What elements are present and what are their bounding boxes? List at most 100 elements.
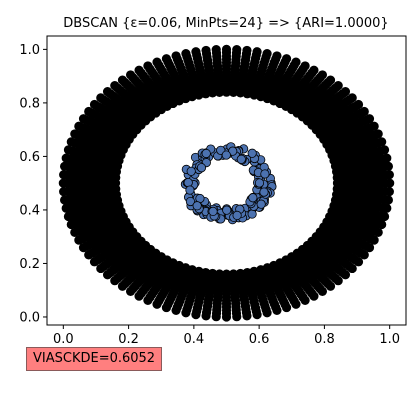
outer-ring-point	[232, 312, 242, 322]
outer-ring-point	[272, 305, 282, 316]
inner-ring-point	[186, 166, 196, 176]
outer-ring-point	[309, 291, 319, 301]
inner-ring-point	[259, 187, 269, 197]
outer-ring-point	[125, 286, 136, 297]
viasckde-score-badge: VIASCKDE=0.6052	[26, 347, 163, 371]
outer-ring-point	[58, 178, 68, 188]
x-tick-label: 1.0	[379, 332, 400, 347]
outer-ring-point	[117, 75, 128, 85]
inner-ring-point	[183, 177, 193, 188]
outer-ring-point	[347, 93, 357, 103]
scatter-points	[58, 44, 395, 322]
outer-ring-point	[74, 121, 84, 131]
y-tick-label: 0.8	[19, 96, 40, 111]
outer-ring-point	[70, 227, 80, 238]
x-tick-label: 0.6	[249, 332, 270, 347]
y-tick-label: 0.2	[19, 257, 40, 272]
outer-ring-point	[340, 270, 351, 280]
outer-ring-point	[161, 54, 172, 64]
x-tick-label: 0.0	[53, 332, 74, 347]
outer-ring-point	[333, 276, 343, 286]
outer-ring-point	[379, 145, 390, 155]
inner-ring-point	[256, 199, 266, 209]
inner-ring-point	[208, 206, 218, 217]
outer-ring-point	[281, 54, 292, 64]
outer-ring-point	[252, 47, 262, 57]
outer-ring-point	[152, 57, 162, 67]
outer-ring-point	[74, 235, 84, 245]
outer-ring-point	[59, 170, 69, 180]
outer-ring-point	[309, 65, 319, 75]
outer-ring-point	[181, 308, 191, 318]
inner-ring-point	[222, 205, 232, 215]
outer-ring-point	[211, 312, 221, 322]
outer-ring-point	[66, 219, 76, 230]
outer-ring-point	[242, 45, 252, 56]
inner-ring-point	[232, 210, 242, 220]
outer-ring-point	[191, 47, 201, 57]
outer-ring-point	[78, 114, 89, 124]
outer-ring-point	[201, 45, 211, 56]
inner-ring-point	[247, 209, 257, 219]
inner-ring-point	[192, 201, 202, 211]
outer-ring-point	[373, 227, 383, 238]
outer-ring-point	[89, 99, 100, 110]
outer-ring-point	[211, 45, 221, 55]
outer-ring-point	[232, 45, 242, 55]
outer-ring-point	[333, 81, 343, 91]
inner-ring-point	[248, 193, 258, 203]
outer-ring-point	[317, 70, 328, 80]
outer-ring-point	[61, 203, 71, 213]
outer-ring-point	[384, 170, 394, 180]
outer-ring-point	[359, 250, 369, 260]
outer-ring-point	[385, 178, 395, 188]
y-tick-label: 1.0	[19, 43, 40, 58]
outer-ring-point	[117, 281, 128, 291]
outer-ring-point	[110, 276, 120, 286]
outer-ring-point	[383, 195, 393, 205]
outer-ring-point	[84, 106, 94, 117]
outer-ring-point	[143, 61, 153, 71]
y-tick-label: 0.0	[19, 310, 40, 325]
outer-ring-point	[171, 305, 181, 316]
outer-ring-point	[102, 270, 113, 280]
x-tick-label: 0.4	[184, 332, 205, 347]
plot-frame	[46, 35, 407, 326]
inner-ring-point	[221, 150, 231, 160]
outer-ring-point	[63, 211, 74, 222]
outer-ring-point	[262, 48, 272, 59]
outer-ring-point	[300, 295, 310, 306]
outer-ring-point	[364, 243, 375, 253]
outer-ring-point	[369, 235, 379, 245]
outer-ring-point	[152, 299, 162, 309]
outer-ring-point	[96, 263, 106, 274]
outer-ring-point	[89, 257, 100, 267]
outer-ring-point	[221, 312, 232, 322]
outer-ring-point	[382, 203, 392, 213]
outer-ring-point	[70, 129, 80, 139]
outer-ring-point	[59, 195, 70, 205]
outer-ring-point	[59, 186, 69, 197]
outer-ring-point	[291, 57, 301, 67]
outer-ring-point	[373, 129, 383, 139]
chart-title: DBSCAN {ε=0.06, MinPts=24} => {ARI=1.000…	[63, 16, 388, 31]
outer-ring-point	[383, 161, 393, 172]
outer-ring-point	[252, 309, 262, 320]
x-tick-label: 0.8	[314, 332, 335, 347]
outer-ring-point	[325, 75, 336, 85]
outer-ring-point	[221, 44, 232, 54]
inner-ring-point	[201, 148, 211, 159]
outer-ring-point	[359, 106, 369, 117]
outer-ring-point	[377, 219, 387, 230]
outer-ring-point	[242, 311, 252, 321]
outer-ring-point	[382, 153, 392, 163]
outer-ring-point	[161, 302, 172, 313]
outer-ring-point	[353, 99, 364, 110]
outer-ring-point	[61, 153, 71, 163]
outer-ring-point	[143, 295, 153, 306]
outer-ring-point	[384, 186, 394, 197]
y-tick-label: 0.4	[19, 203, 40, 218]
inner-ring-point	[185, 196, 196, 207]
outer-ring-point	[59, 161, 70, 172]
